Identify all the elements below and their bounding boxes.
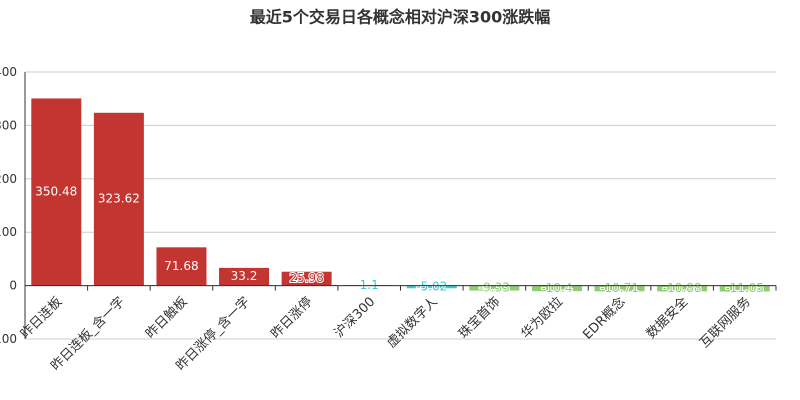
- bar: [531, 285, 582, 292]
- x-tick-label: 虚拟数字人: [384, 294, 441, 351]
- x-tick-label: 昨日涨停: [268, 294, 316, 342]
- y-tick-label: 0: [9, 279, 17, 293]
- y-tick-label: -100: [0, 332, 17, 346]
- bar: [281, 271, 332, 286]
- y-tick-label: 400: [0, 65, 17, 79]
- y-tick-label: 100: [0, 225, 17, 239]
- y-tick-label: 200: [0, 172, 17, 186]
- x-tick-label: 互联网服务: [696, 294, 753, 351]
- x-tick-label: 沪深300: [331, 294, 378, 341]
- bar: [719, 285, 770, 292]
- value-label: 1.1: [360, 278, 379, 292]
- chart-title: 最近5个交易日各概念相对沪深300涨跌幅: [250, 8, 551, 27]
- value-label: 323.62: [98, 192, 140, 206]
- x-tick-label: 华为欧拉: [519, 294, 566, 341]
- bar: [31, 98, 82, 286]
- x-tick-label: 昨日触板: [143, 294, 190, 341]
- value-label: 350.48: [35, 185, 77, 199]
- x-tick-label: 珠宝首饰: [456, 294, 503, 341]
- value-label: 33.2: [231, 269, 258, 283]
- y-tick-label: 300: [0, 118, 17, 132]
- value-label: 25.98: [289, 271, 323, 285]
- value-label: 71.68: [164, 259, 198, 273]
- value-label: -11.05: [725, 281, 764, 295]
- value-label: -10.4: [541, 281, 572, 295]
- value-label: -10.88: [663, 281, 702, 295]
- bar: [156, 247, 207, 286]
- x-tick-label: 昨日连板: [17, 294, 65, 342]
- bar: [594, 285, 645, 292]
- x-tick-label: EDR概念: [580, 294, 629, 343]
- bar: [93, 112, 144, 286]
- bar: [657, 285, 708, 292]
- bar: [469, 285, 520, 291]
- bar: [406, 285, 457, 289]
- value-label: -9.33: [479, 281, 510, 295]
- value-label: -10.71: [600, 281, 639, 295]
- value-label: -5.02: [416, 279, 447, 293]
- x-tick-label: 数据安全: [643, 294, 691, 342]
- bar: [219, 267, 270, 286]
